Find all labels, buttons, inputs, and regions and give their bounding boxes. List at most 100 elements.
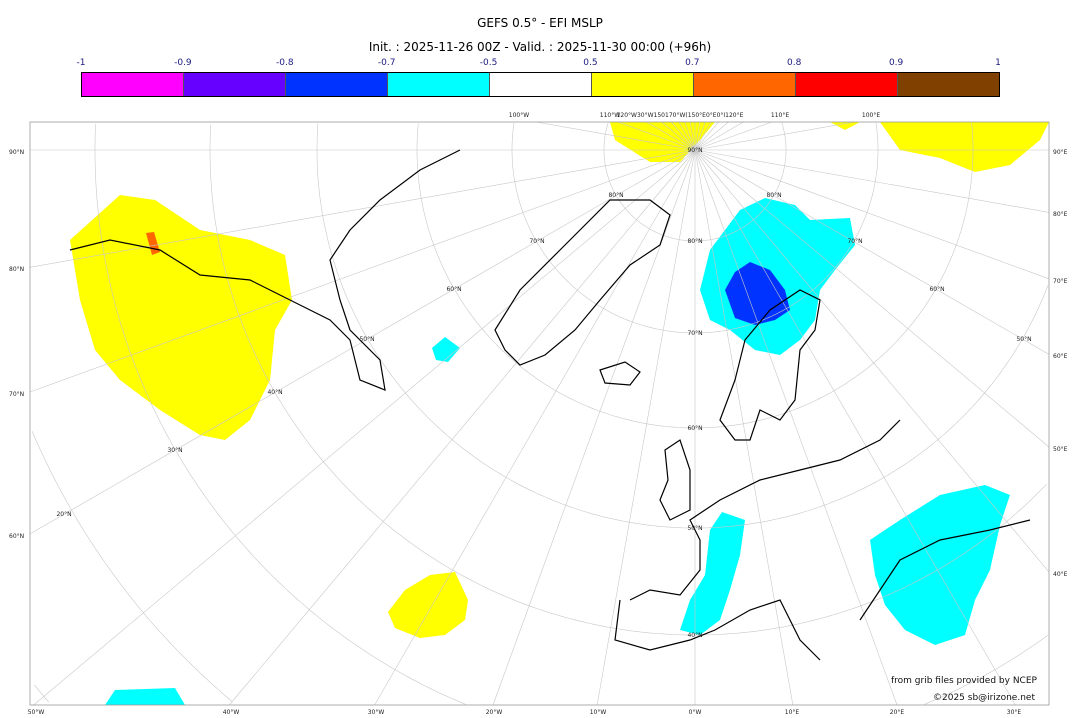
colorbar-segment bbox=[388, 73, 490, 96]
latitude-circle bbox=[603, 122, 787, 242]
colorbar-tick-label: -0.5 bbox=[479, 58, 498, 68]
graticule-label: 80°N bbox=[766, 192, 781, 199]
graticule-label: 70°N bbox=[687, 330, 702, 337]
meridian-line bbox=[694, 149, 1050, 355]
colorbar-segment bbox=[796, 73, 898, 96]
efi-negative-area-southwest bbox=[105, 688, 185, 705]
graticule-label: 50°N bbox=[687, 525, 702, 532]
meridian-line bbox=[694, 121, 701, 151]
graticule-label: 50°N bbox=[359, 336, 374, 343]
graticule-label: 50°E bbox=[1053, 446, 1068, 453]
graticule-label: 70°E bbox=[1053, 278, 1068, 285]
coastline-canada bbox=[69, 149, 461, 391]
colorbar-segment bbox=[592, 73, 694, 96]
meridian-line bbox=[694, 149, 1050, 573]
colorbar-tick-label: 1 bbox=[995, 58, 1001, 68]
meridian-line bbox=[694, 121, 773, 151]
efi-areas bbox=[70, 122, 1049, 705]
latitude-circle bbox=[34, 684, 49, 703]
graticule-label: 40°N bbox=[687, 632, 702, 639]
meridian-line bbox=[694, 149, 1050, 448]
meridian-line bbox=[229, 149, 696, 706]
graticule-label: 20°E bbox=[890, 709, 905, 716]
efi-negative-area-balkans bbox=[870, 485, 1010, 645]
colorbar-tick-label: 0.9 bbox=[888, 58, 904, 68]
colorbar-segment bbox=[184, 73, 286, 96]
meridian-line bbox=[596, 149, 696, 706]
coastline-scandinavia bbox=[719, 289, 821, 441]
latitude-circle bbox=[31, 431, 233, 702]
meridian-line bbox=[694, 121, 854, 151]
graticule-label: 60°E bbox=[1053, 353, 1068, 360]
map-frame bbox=[29, 121, 1050, 706]
meridian-line bbox=[33, 149, 696, 706]
graticule-label: 80°N bbox=[608, 192, 623, 199]
graticule-label: 20°N bbox=[56, 511, 71, 518]
graticule-label: 60°N bbox=[687, 425, 702, 432]
meridian-line bbox=[374, 149, 696, 706]
meridian-line bbox=[671, 121, 696, 151]
colorbar bbox=[81, 72, 1000, 97]
graticule-label: 90°N bbox=[687, 147, 702, 154]
efi-positive-area-greenland-west bbox=[70, 195, 292, 440]
colorbar-segment bbox=[898, 73, 999, 96]
colorbar-tick-label: -0.8 bbox=[275, 58, 294, 68]
efi-negative-area-france bbox=[680, 512, 745, 635]
meridian-line bbox=[29, 149, 696, 393]
graticule-label: 30°E bbox=[1007, 709, 1022, 716]
graticule-label: 70°N bbox=[9, 391, 24, 398]
coastline-greenland bbox=[494, 199, 671, 366]
graticule-labels: 90°N 80°N 70°N 60°N 90°E 80°E 70°E 60°E 50°E 40°E… bbox=[9, 112, 1068, 716]
efi-negative-area-scandinavia bbox=[700, 198, 855, 355]
graticule-label: 80°N bbox=[687, 238, 702, 245]
graticule-label: 30°N bbox=[167, 447, 182, 454]
graticule bbox=[29, 121, 1050, 706]
graticule-label: 60°N bbox=[929, 286, 944, 293]
coastlines bbox=[69, 149, 1031, 661]
graticule-label: 70°N bbox=[529, 238, 544, 245]
graticule-label: 100°E bbox=[862, 112, 880, 119]
efi-positive-area-siberia-small bbox=[830, 122, 860, 130]
meridian-line bbox=[694, 121, 719, 151]
meridian-line bbox=[678, 121, 696, 151]
meridian-line bbox=[694, 149, 1050, 213]
graticule-label: 0°W bbox=[689, 709, 702, 716]
graticule-label: 30°W bbox=[368, 709, 385, 716]
meridian-line bbox=[29, 149, 696, 268]
graticule-label: 100°W bbox=[509, 112, 529, 119]
colorbar-tick-label: 0.7 bbox=[685, 58, 700, 68]
latitude-circle bbox=[416, 123, 974, 429]
graticule-label: 50°W bbox=[28, 709, 45, 716]
efi-positive-area-atlantic bbox=[388, 572, 468, 638]
graticule-label: 120°W30°W150170°W(150°E0°E0°I120°E bbox=[617, 112, 744, 119]
graticule-label: 90°E bbox=[1053, 149, 1068, 156]
graticule-label: 10°W bbox=[590, 709, 607, 716]
meridian-line bbox=[646, 121, 696, 151]
efi-positive-area-siberia bbox=[880, 122, 1049, 172]
graticule-label: 110°E bbox=[771, 112, 789, 119]
graticule-label: 110°W bbox=[600, 112, 620, 119]
map-subtitle: Init. : 2025-11-26 00Z - Valid. : 2025-1… bbox=[368, 40, 712, 54]
graticule-label: 70°N bbox=[847, 238, 862, 245]
efi-negative-area-spot bbox=[432, 337, 460, 362]
graticule-label: 10°E bbox=[785, 709, 800, 716]
colorbar-segment bbox=[82, 73, 184, 96]
map-title: GEFS 0.5° - EFI MSLP bbox=[477, 16, 603, 30]
colorbar-tick-label: 0.5 bbox=[583, 58, 598, 68]
graticule-label: 90°N bbox=[9, 149, 24, 156]
coastline-britain bbox=[659, 439, 691, 521]
graticule-label: 40°W bbox=[223, 709, 240, 716]
meridian-line bbox=[684, 121, 696, 151]
latitude-circle bbox=[511, 122, 879, 334]
meridian-line bbox=[694, 121, 706, 151]
meridian-line bbox=[536, 121, 696, 151]
latitude-circle bbox=[94, 123, 1048, 705]
graticule-label: 40°N bbox=[267, 389, 282, 396]
colorbar-segment bbox=[694, 73, 796, 96]
colorbar-tick-label: -1 bbox=[76, 58, 86, 68]
meridian-line bbox=[689, 121, 696, 151]
meridian-line bbox=[694, 149, 898, 706]
meridian-line bbox=[661, 121, 696, 151]
colorbar-tick-label: -0.7 bbox=[377, 58, 396, 68]
